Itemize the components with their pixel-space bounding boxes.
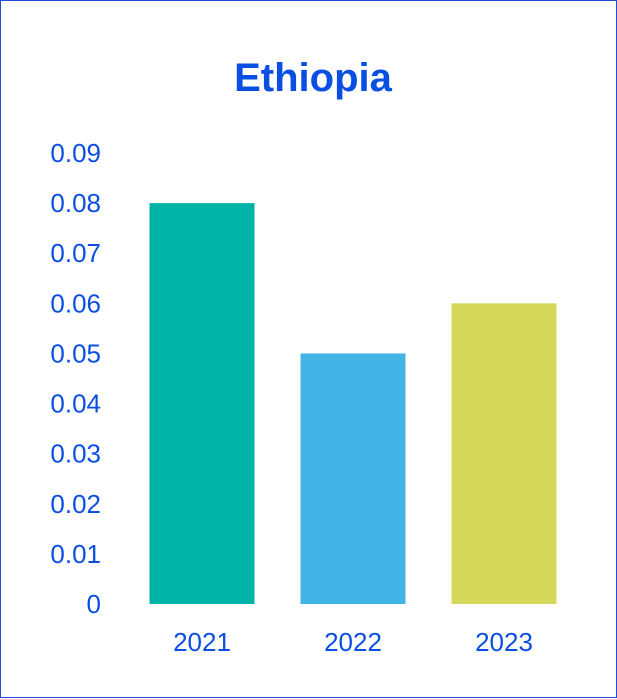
y-tick-label: 0.02 (50, 489, 101, 519)
bar-2022 (300, 353, 406, 604)
y-axis-ticks: 0 0.01 0.02 0.03 0.04 0.05 0.06 0.07 0.08 0.09 (50, 138, 101, 619)
y-tick-label: 0.03 (50, 439, 101, 469)
y-tick-label: 0.05 (50, 338, 101, 368)
y-tick-label: 0.04 (50, 389, 101, 419)
y-tick-label: 0.08 (50, 188, 101, 218)
x-axis-ticks: 2021 2022 2023 (173, 627, 533, 657)
x-tick-label: 2021 (173, 627, 231, 657)
y-tick-label: 0 (87, 589, 101, 619)
x-tick-label: 2023 (475, 627, 533, 657)
y-tick-label: 0.07 (50, 238, 101, 268)
bar-2021 (149, 203, 255, 604)
chart-title: Ethiopia (234, 56, 393, 100)
y-tick-label: 0.01 (50, 539, 101, 569)
bar-2023 (451, 303, 557, 604)
x-tick-label: 2022 (324, 627, 382, 657)
bars (149, 203, 557, 604)
y-tick-label: 0.06 (50, 288, 101, 318)
y-tick-label: 0.09 (50, 138, 101, 168)
